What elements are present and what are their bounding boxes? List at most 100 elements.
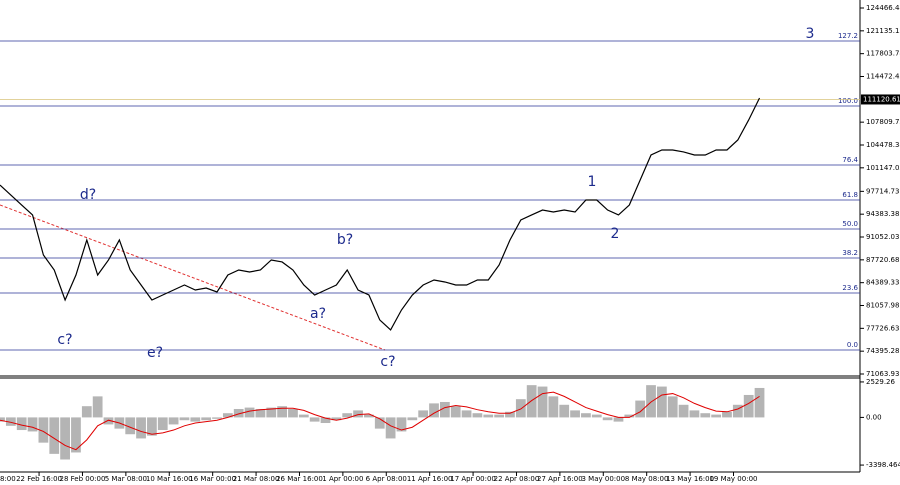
macd-bar xyxy=(331,417,342,421)
trend-line xyxy=(0,204,386,351)
x-tick-label: 3 May 00:00 xyxy=(581,475,625,483)
x-tick-label: 5 Mar 08:00 xyxy=(105,475,147,483)
fib-label: 100.0 xyxy=(838,97,858,105)
macd-bar xyxy=(494,414,504,418)
y-tick-label: 71063.93 xyxy=(866,370,899,378)
x-tick-label: 8:00 xyxy=(0,475,16,483)
macd-bar xyxy=(743,394,754,418)
macd-bar xyxy=(255,408,266,418)
macd-bar xyxy=(624,414,635,418)
macd-bar xyxy=(429,403,439,418)
macd-bar xyxy=(722,411,732,418)
x-tick-label: 19 May 00:00 xyxy=(709,475,757,483)
wave-label: d? xyxy=(80,187,96,203)
x-tick-label: 8 May 08:00 xyxy=(625,475,669,483)
wave-label: 1 xyxy=(588,174,597,190)
y-tick-label: -3398.464 xyxy=(866,461,900,469)
wave-label: b? xyxy=(337,232,353,248)
x-tick-label: 13 May 16:00 xyxy=(666,475,714,483)
macd-bar xyxy=(266,407,277,418)
macd-bar xyxy=(201,417,212,421)
macd-bar xyxy=(374,417,385,429)
macd-bar xyxy=(646,385,656,418)
y-tick-label: 124466.48 xyxy=(866,4,900,12)
x-tick-label: 21 Mar 08:00 xyxy=(233,475,280,483)
wave-label: 3 xyxy=(806,26,815,42)
macd-bar xyxy=(298,414,309,418)
wave-label: a? xyxy=(310,306,326,322)
last-price-tag xyxy=(861,94,900,105)
macd-bar xyxy=(309,417,320,422)
macd-bar xyxy=(472,413,483,418)
macd-bar xyxy=(461,410,472,418)
macd-bar xyxy=(277,406,287,418)
macd-bar xyxy=(168,417,179,425)
macd-bar xyxy=(407,417,418,421)
macd-bar xyxy=(103,417,114,425)
macd-bar xyxy=(233,408,244,418)
macd-bar xyxy=(342,413,353,418)
macd-bar xyxy=(125,417,136,435)
macd-bar xyxy=(418,410,429,418)
y-tick-label: 94383.38 xyxy=(866,210,899,218)
macd-bar xyxy=(92,396,103,418)
y-tick-label: 91052.03 xyxy=(866,233,899,241)
macd-bar xyxy=(591,414,602,418)
x-tick-label: 10 Mar 16:00 xyxy=(146,475,193,483)
wave-label: e? xyxy=(147,345,163,361)
x-tick-label: 1 Apr 00:00 xyxy=(322,475,363,483)
macd-bar xyxy=(515,399,526,418)
fib-label: 61.8 xyxy=(842,191,858,199)
macd-bar xyxy=(147,417,157,436)
x-tick-label: 17 Apr 00:00 xyxy=(450,475,496,483)
macd-bar xyxy=(754,387,765,418)
macd-bar xyxy=(439,401,450,418)
x-tick-label: 27 Apr 16:00 xyxy=(537,475,583,483)
y-tick-label: 81057.98 xyxy=(866,302,899,310)
macd-bar xyxy=(71,417,81,453)
fib-label: 127.2 xyxy=(838,32,858,40)
macd-bar xyxy=(27,417,38,432)
macd-bar xyxy=(700,413,711,418)
macd-bar xyxy=(81,406,92,418)
fib-label: 76.4 xyxy=(842,156,858,164)
macd-bar xyxy=(450,406,461,418)
x-tick-label: 22 Apr 08:00 xyxy=(494,475,540,483)
plot-layer: 124466.48 121135.13 117803.78 114472.43 1078… xyxy=(0,4,900,483)
macd-bar xyxy=(364,414,374,418)
macd-bar xyxy=(49,417,60,454)
macd-bar xyxy=(548,396,559,418)
x-tick-label: 28 Feb 00:00 xyxy=(59,475,105,483)
macd-bar xyxy=(537,386,548,418)
macd-bar xyxy=(678,404,689,418)
macd-bar xyxy=(570,410,580,418)
y-tick-label: 107809.73 xyxy=(866,118,900,126)
y-tick-label: 97714.73 xyxy=(866,187,899,195)
macd-bar xyxy=(157,417,168,431)
price-line xyxy=(0,97,761,331)
y-tick-label: 84389.33 xyxy=(866,279,899,287)
macd-bar xyxy=(5,417,16,426)
y-tick-label: 77726.63 xyxy=(866,324,899,332)
macd-bar xyxy=(60,417,70,460)
macd-bar xyxy=(689,410,700,418)
x-tick-label: 22 Feb 16:00 xyxy=(16,475,62,483)
macd-bar xyxy=(16,417,27,431)
macd-bar xyxy=(288,408,298,418)
macd-bar xyxy=(320,417,331,424)
wave-label: c? xyxy=(380,354,395,370)
y-tick-label: 0.00 xyxy=(866,413,882,421)
macd-bar xyxy=(526,385,537,418)
y-tick-label: 104478.38 xyxy=(866,141,900,149)
macd-bar xyxy=(602,417,613,421)
y-tick-label: 74395.28 xyxy=(866,347,899,355)
macd-bar xyxy=(353,410,363,418)
macd-bar xyxy=(0,417,5,422)
y-tick-label: 101147.03 xyxy=(866,164,900,172)
fib-label: 50.0 xyxy=(842,220,858,228)
last-price-label: 111120.61 xyxy=(863,95,900,103)
macd-bar xyxy=(656,386,667,418)
x-tick-label: 16 Mar 00:00 xyxy=(189,475,236,483)
y-tick-label: 117803.78 xyxy=(866,50,900,58)
